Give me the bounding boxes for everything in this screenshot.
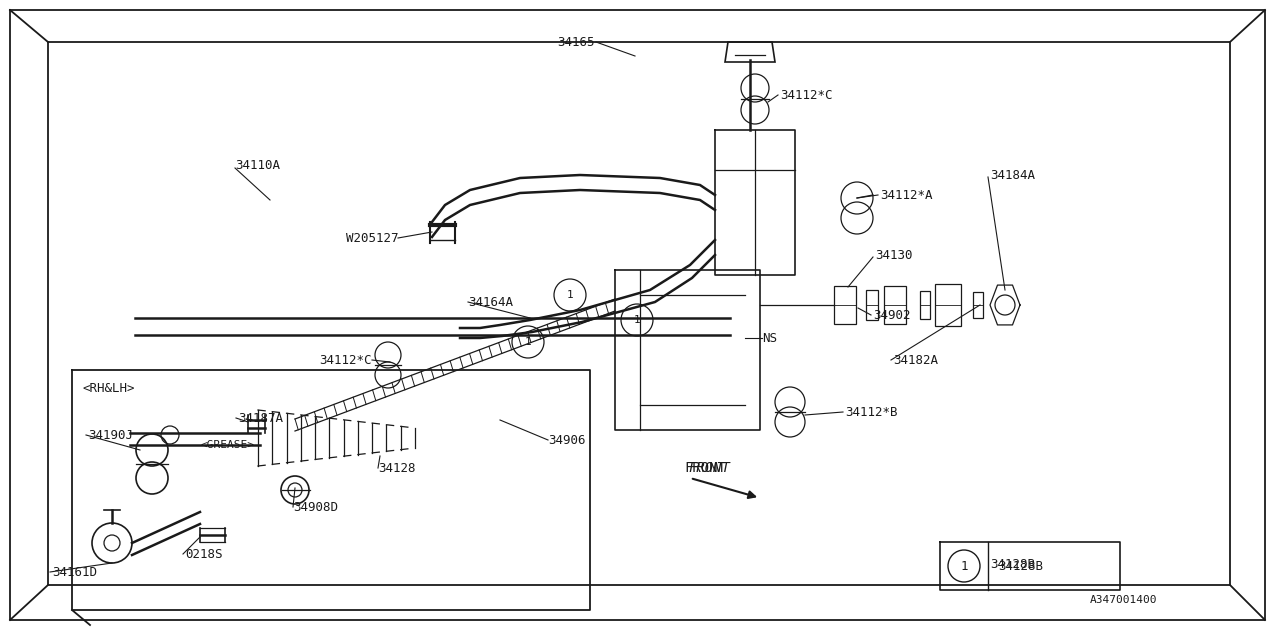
Text: 34184A: 34184A [989, 168, 1036, 182]
Text: 34182A: 34182A [893, 353, 938, 367]
Text: 34128B: 34128B [989, 559, 1036, 572]
Text: 34110A: 34110A [236, 159, 280, 172]
Bar [920, 291, 931, 319]
Text: 0218S: 0218S [186, 547, 223, 561]
Bar [934, 284, 961, 326]
Text: 34187A: 34187A [238, 412, 283, 424]
Text: 34902: 34902 [873, 308, 910, 321]
Text: 34906: 34906 [548, 433, 585, 447]
Text: <GREASE>: <GREASE> [200, 440, 253, 450]
Text: 34161D: 34161D [52, 566, 97, 579]
Text: 34908D: 34908D [293, 500, 338, 513]
Bar [973, 292, 983, 318]
Text: 34112*A: 34112*A [881, 189, 933, 202]
Text: 34164A: 34164A [468, 296, 513, 308]
Text: 34128B: 34128B [998, 559, 1043, 573]
Text: FRONT: FRONT [689, 461, 730, 475]
Bar [884, 286, 906, 324]
Text: 34190J: 34190J [88, 429, 133, 442]
Text: 1: 1 [567, 290, 573, 300]
Text: 34130: 34130 [876, 248, 913, 262]
Text: 1: 1 [525, 337, 531, 347]
Text: FRONT: FRONT [684, 461, 726, 475]
Text: 1: 1 [960, 559, 968, 573]
Text: 34128: 34128 [378, 461, 416, 474]
Text: 34165: 34165 [558, 35, 595, 49]
Bar [867, 290, 878, 320]
Text: 34112*C: 34112*C [320, 353, 372, 367]
Text: <RH&LH>: <RH&LH> [82, 381, 134, 394]
Text: A347001400: A347001400 [1091, 595, 1157, 605]
Text: NS: NS [762, 332, 777, 344]
Bar [835, 286, 856, 324]
Text: 1: 1 [634, 315, 640, 325]
Text: 34112*B: 34112*B [845, 406, 897, 419]
Text: 34112*C: 34112*C [780, 88, 832, 102]
Text: W205127: W205127 [346, 232, 398, 244]
